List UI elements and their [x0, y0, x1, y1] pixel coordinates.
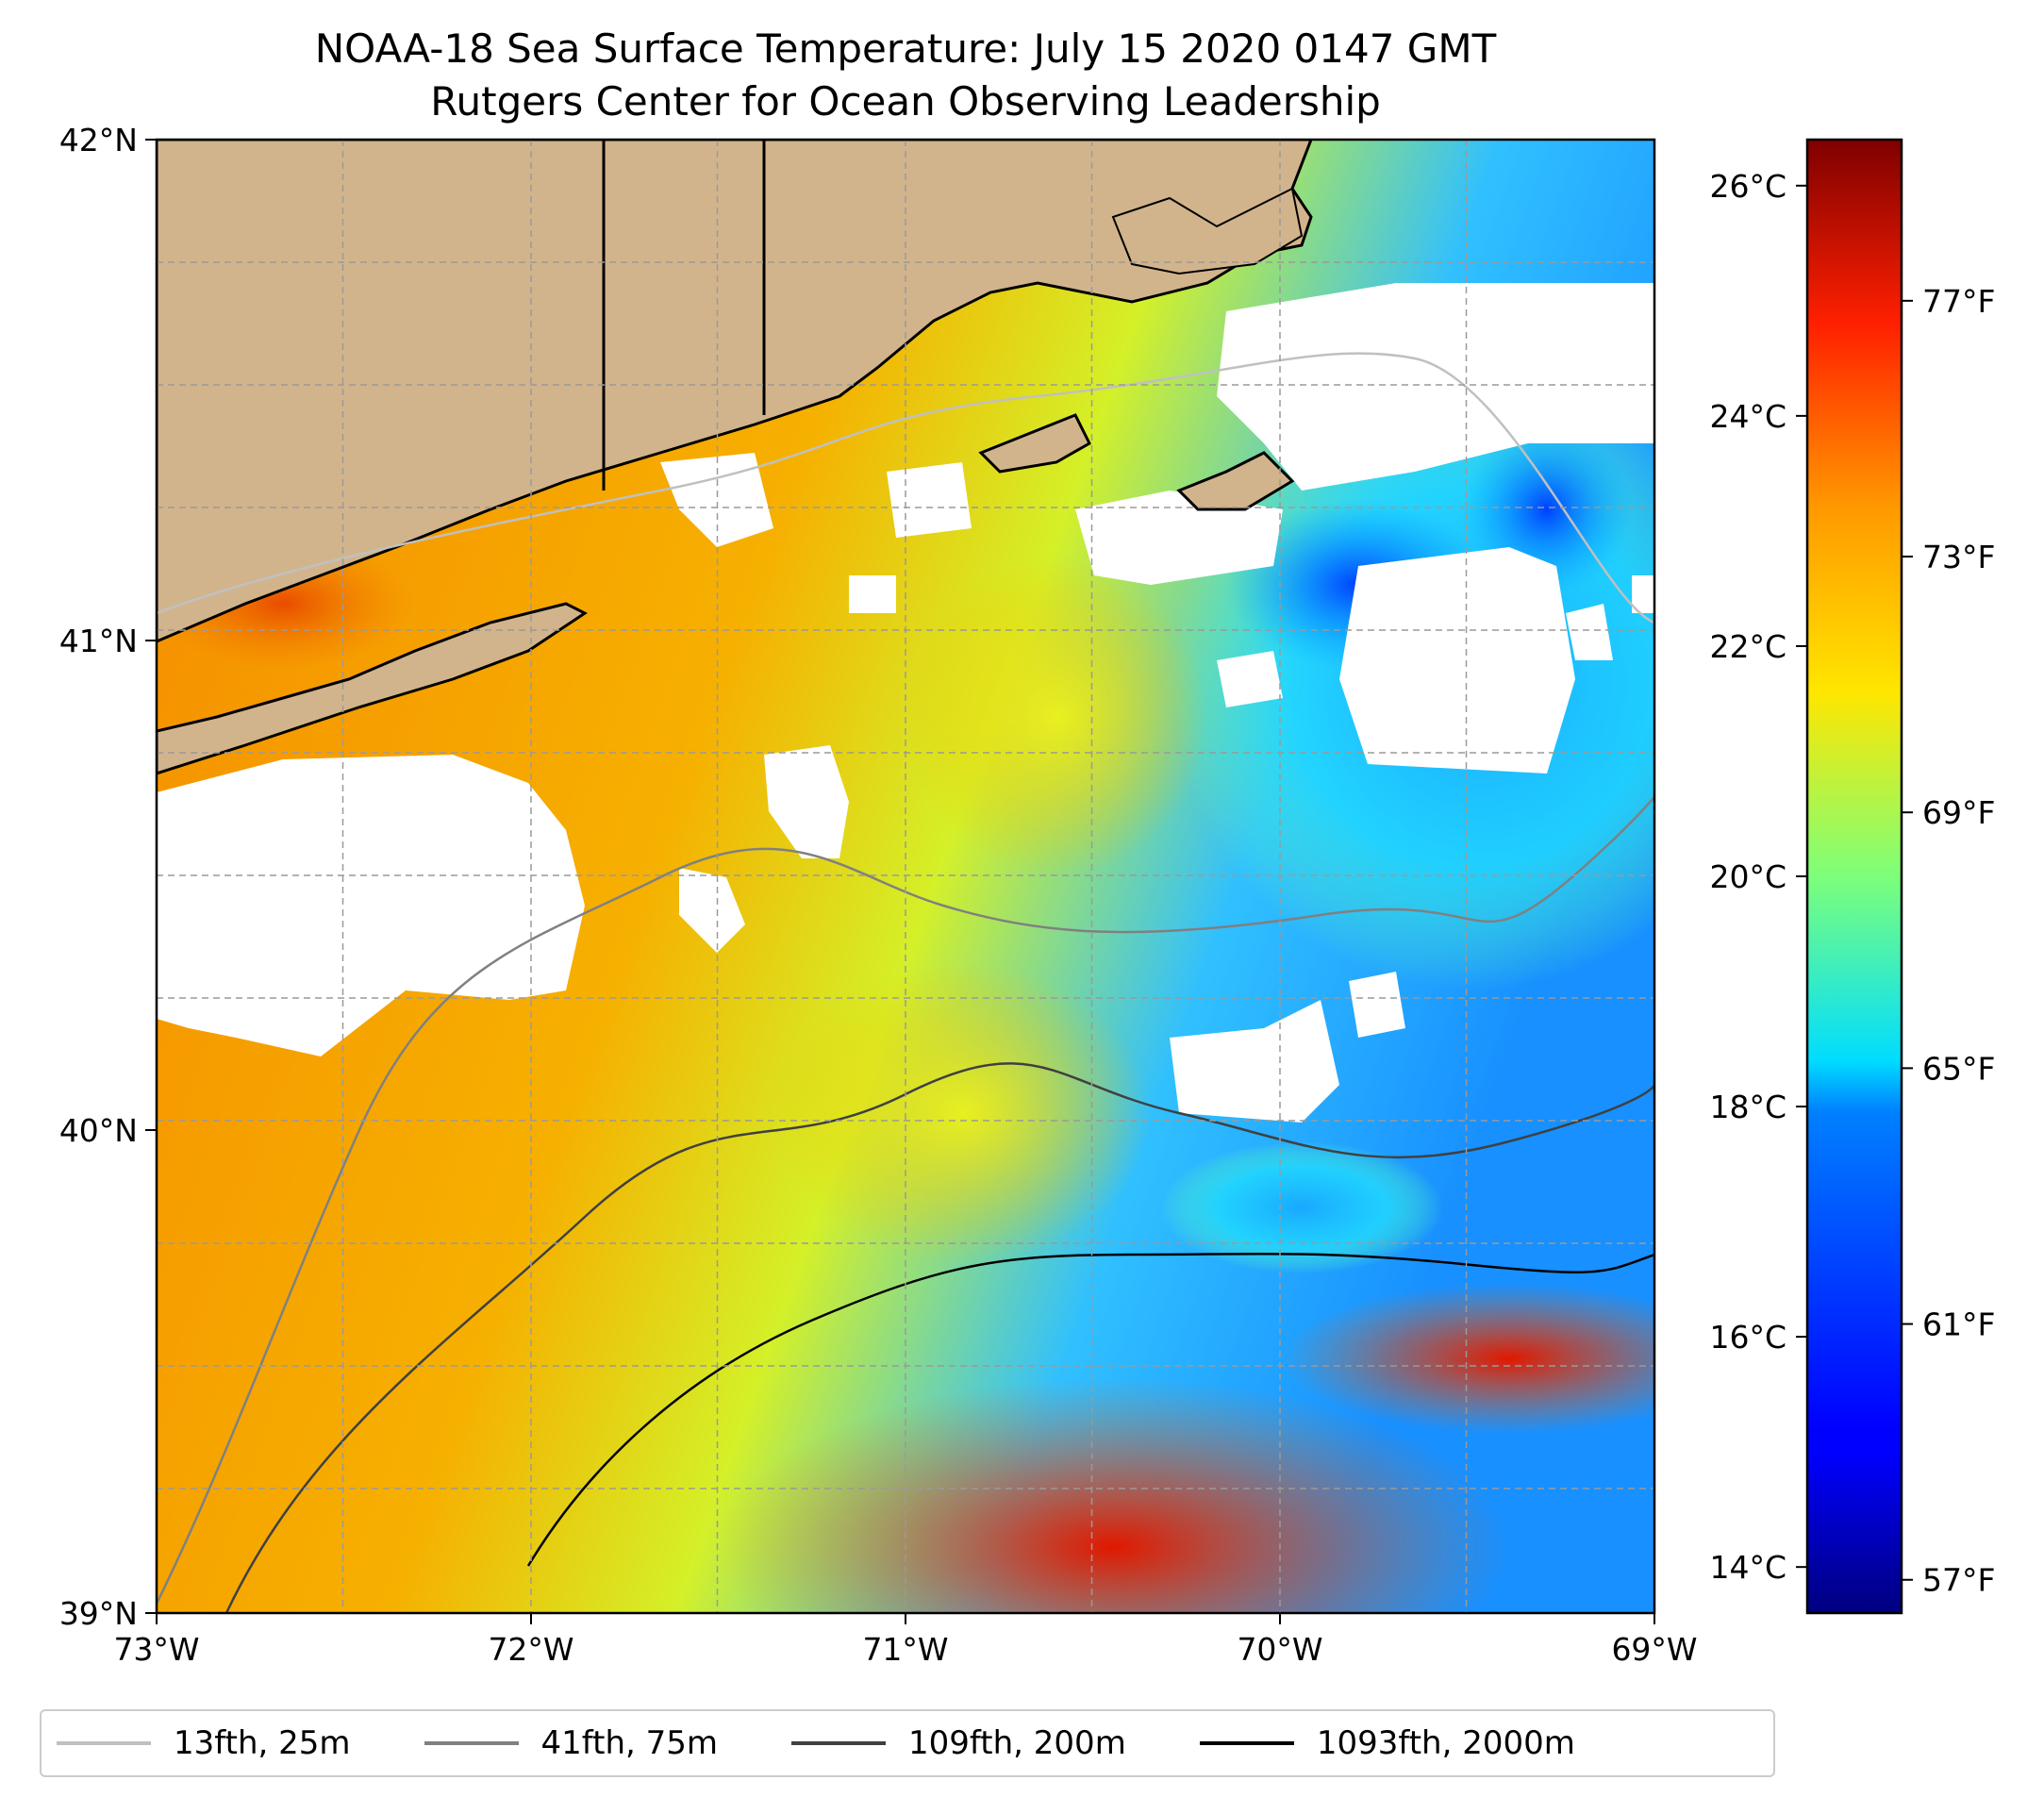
lon-tick-label: 69°W [1611, 1631, 1697, 1668]
colorbar-celsius-label: 24°C [1709, 398, 1786, 435]
lon-tick-label: 71°W [862, 1631, 948, 1668]
legend-item-25m: 13fth, 25m [57, 1724, 351, 1762]
map-title: NOAA-18 Sea Surface Temperature: July 15… [315, 25, 1497, 72]
colorbar-celsius-axis: 26°C 24°C 22°C 20°C 18°C 16°C 14°C [1709, 168, 1807, 1586]
legend-label: 1093fth, 2000m [1316, 1724, 1575, 1762]
legend-swatch [424, 1741, 519, 1745]
legend-swatch [1199, 1741, 1294, 1745]
legend-item-200m: 109fth, 200m [791, 1724, 1126, 1762]
sst-map [157, 140, 1654, 1613]
colorbar-celsius-label: 16°C [1709, 1319, 1786, 1356]
legend-swatch [57, 1741, 151, 1745]
lon-tick-label: 73°W [113, 1631, 199, 1668]
mid-shelf-water [773, 962, 1151, 1264]
lat-tick-label: 41°N [59, 623, 138, 659]
colorbar-fahrenheit-label: 69°F [1922, 794, 1995, 831]
lon-tick-label: 70°W [1237, 1631, 1322, 1668]
legend-label: 109fth, 200m [908, 1724, 1126, 1762]
colorbar [1805, 138, 1903, 1615]
land-cape-cod [1111, 187, 1304, 275]
colorbar-fahrenheit-label: 57°F [1922, 1562, 1995, 1599]
warm-slope-water [1283, 1283, 1654, 1434]
legend-item-75m: 41fth, 75m [424, 1724, 719, 1762]
cloud-mask [157, 283, 1654, 1123]
legend-label: 13fth, 25m [174, 1724, 351, 1762]
mid-shelf-water [906, 557, 1207, 877]
lat-tick-label: 39°N [59, 1595, 138, 1632]
colorbar-fahrenheit-label: 73°F [1922, 539, 1995, 575]
map-subtitle: Rutgers Center for Ocean Observing Leade… [430, 78, 1381, 125]
lat-tick-label: 42°N [59, 122, 138, 158]
colorbar-fahrenheit-label: 61°F [1922, 1306, 1995, 1343]
land-nantucket [1176, 451, 1295, 511]
legend-item-2000m: 1093fth, 2000m [1199, 1724, 1575, 1762]
cool-water-patch [1160, 1141, 1443, 1273]
colorbar-fahrenheit-label: 77°F [1922, 283, 1995, 320]
isobath-25m [157, 352, 1654, 624]
lon-tick-marks [145, 139, 1655, 1624]
colorbar-fahrenheit-label: 65°F [1922, 1050, 1995, 1087]
lat-tick-label: 40°N [59, 1112, 138, 1149]
colorbar-celsius-label: 14°C [1709, 1549, 1786, 1586]
isobath-legend: 13fth, 25m 41fth, 75m 109fth, 200m 1093f… [40, 1709, 1775, 1777]
isobath-2000m [526, 1252, 1654, 1567]
colorbar-celsius-label: 22°C [1709, 628, 1786, 665]
isobath-75m [157, 717, 1654, 1605]
land-long-island [157, 602, 588, 775]
colorbar-celsius-label: 20°C [1709, 858, 1786, 895]
lon-tick-label: 72°W [488, 1631, 573, 1668]
colorbar-celsius-label: 26°C [1709, 168, 1786, 205]
legend-swatch [791, 1741, 887, 1745]
colorbar-celsius-label: 18°C [1709, 1089, 1786, 1125]
graticule [157, 140, 1654, 1613]
legend-label: 41fth, 75m [540, 1724, 719, 1762]
colorbar-fahrenheit-axis: 77°F 73°F 69°F 65°F 61°F 57°F [1902, 283, 1995, 1599]
isobath-200m [224, 1062, 1654, 1613]
land-marthas-vineyard [978, 413, 1091, 474]
warm-slope-water [717, 1377, 1509, 1613]
